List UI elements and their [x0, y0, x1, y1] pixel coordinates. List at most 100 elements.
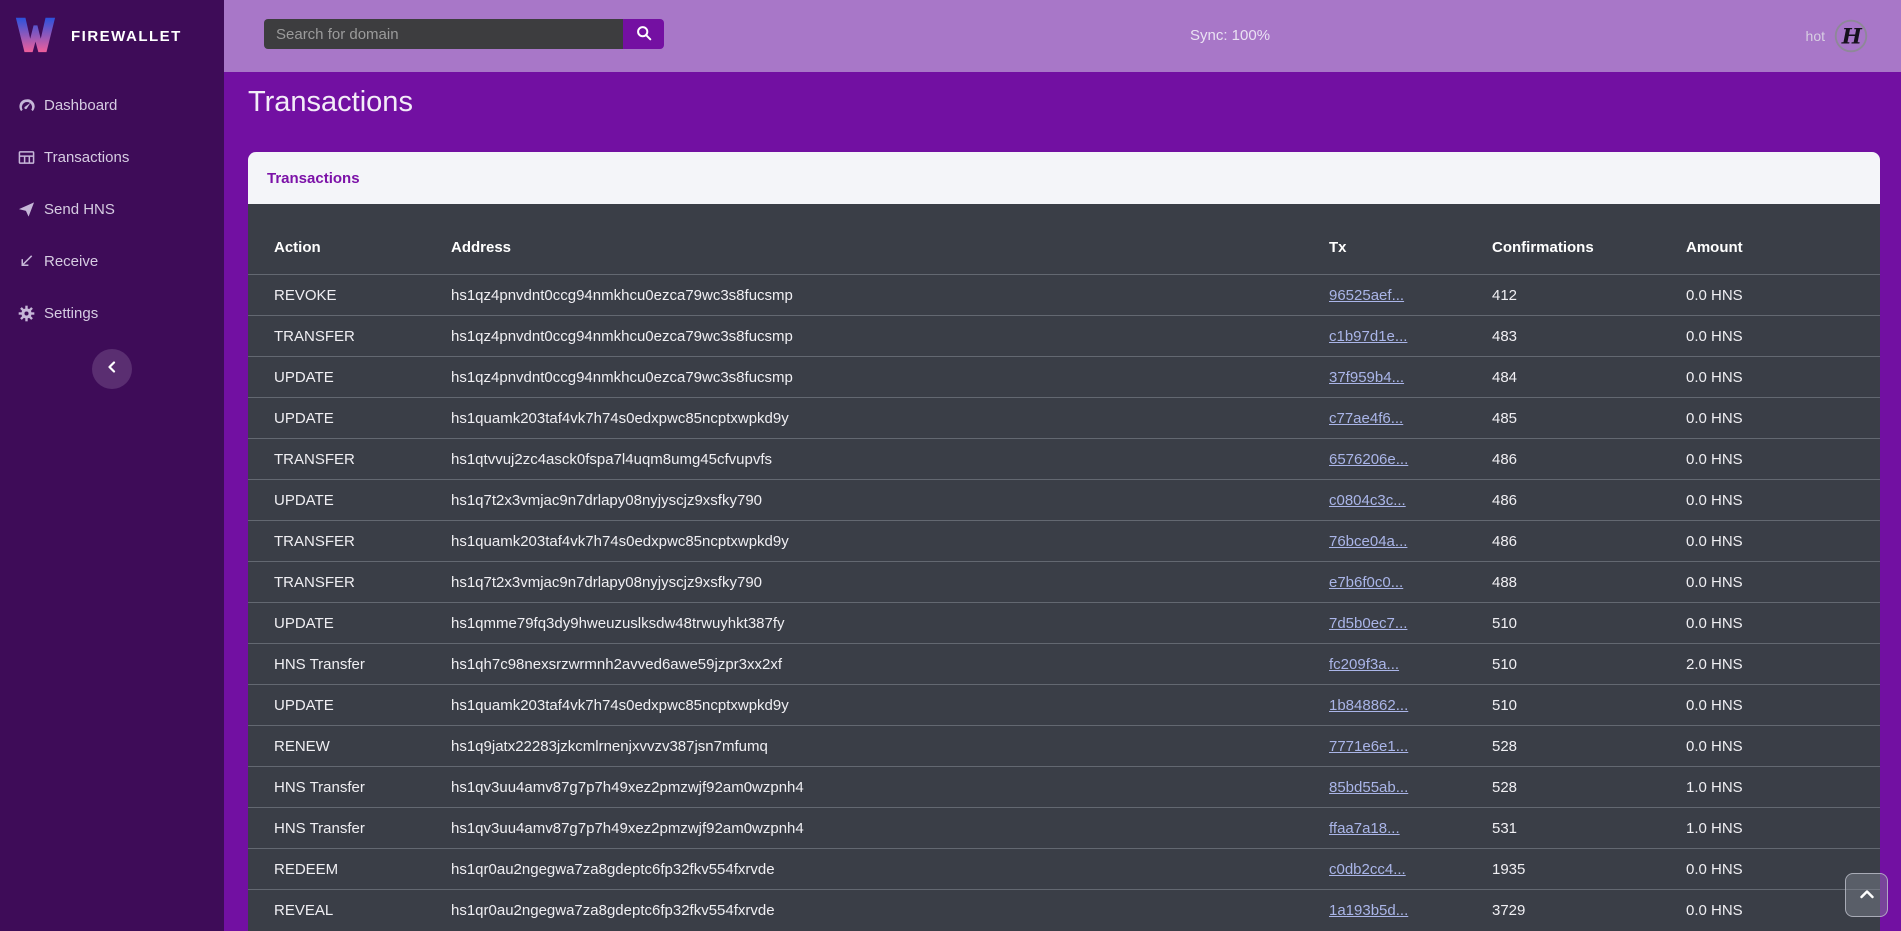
tx-link[interactable]: 85bd55ab...: [1329, 778, 1409, 796]
cell-address: hs1qr0au2ngegwa7za8gdeptc6fp32fkv554fxrv…: [451, 901, 775, 919]
tx-link[interactable]: c1b97d1e...: [1329, 327, 1408, 345]
cell-amount: 0.0 HNS: [1686, 532, 1743, 550]
sidebar-item-settings[interactable]: Settings: [0, 295, 224, 331]
chevron-up-icon: [1859, 886, 1874, 904]
paper-plane-icon: [17, 200, 35, 218]
cell-action: UPDATE: [274, 696, 334, 714]
search-input[interactable]: [264, 19, 623, 49]
table-row: TRANSFER hs1qz4pnvdnt0ccg94nmkhcu0ezca79w…: [248, 315, 1880, 356]
table-row: REVEAL hs1qr0au2ngegwa7za8gdeptc6fp32fkv5…: [248, 889, 1880, 930]
sidebar-item-send-hns[interactable]: Send HNS: [0, 191, 224, 227]
sidebar-item-label: Transactions: [44, 148, 130, 166]
column-header-address: Address: [451, 238, 512, 256]
cell-address: hs1q9jatx22283jzkcmlrnenjxvvzv387jsn7mfu…: [451, 737, 768, 755]
cell-confirmations: 486: [1492, 491, 1518, 509]
sidebar-item-label: Settings: [44, 304, 99, 322]
cell-action: HNS Transfer: [274, 819, 365, 837]
cell-action: REVEAL: [274, 901, 334, 919]
cell-action: UPDATE: [274, 368, 334, 386]
table-row: HNS Transfer hs1qv3uu4amv87g7p7h49xez2pmz…: [248, 766, 1880, 807]
cell-action: RENEW: [274, 737, 330, 755]
sidebar: FIREWALLET Dashboard Transaction: [0, 0, 224, 931]
table-row: RENEW hs1q9jatx22283jzkcmlrnenjxvvzv387js…: [248, 725, 1880, 766]
page-title: Transactions: [248, 86, 413, 118]
cell-action: REVOKE: [274, 286, 337, 304]
column-header-confirmations: Confirmations: [1492, 238, 1594, 256]
column-header-amount: Amount: [1686, 238, 1743, 256]
cell-address: hs1qz4pnvdnt0ccg94nmkhcu0ezca79wc3s8fucs…: [451, 327, 793, 345]
cell-amount: 0.0 HNS: [1686, 860, 1743, 878]
cell-confirmations: 486: [1492, 532, 1518, 550]
tx-link[interactable]: c0804c3c...: [1329, 491, 1406, 509]
cell-action: TRANSFER: [274, 532, 355, 550]
handshake-logo-icon[interactable]: H: [1834, 19, 1868, 53]
tx-link[interactable]: c77ae4f6...: [1329, 409, 1404, 427]
column-header-action: Action: [274, 238, 321, 256]
table-grid-icon: [17, 148, 35, 166]
cell-action: UPDATE: [274, 409, 334, 427]
cell-confirmations: 531: [1492, 819, 1518, 837]
cell-address: hs1qz4pnvdnt0ccg94nmkhcu0ezca79wc3s8fucs…: [451, 286, 793, 304]
cell-confirmations: 528: [1492, 778, 1518, 796]
cell-action: UPDATE: [274, 491, 334, 509]
cell-confirmations: 485: [1492, 409, 1518, 427]
tx-link[interactable]: fc209f3a...: [1329, 655, 1400, 673]
cell-confirmations: 3729: [1492, 901, 1526, 919]
table-row: HNS Transfer hs1qh7c98nexsrzwrmnh2avved6a…: [248, 643, 1880, 684]
cell-amount: 2.0 HNS: [1686, 655, 1743, 673]
cell-address: hs1qr0au2ngegwa7za8gdeptc6fp32fkv554fxrv…: [451, 860, 775, 878]
tx-link[interactable]: ffaa7a18...: [1329, 819, 1400, 837]
sidebar-item-label: Dashboard: [44, 96, 118, 114]
cell-confirmations: 510: [1492, 696, 1518, 714]
tx-link[interactable]: 1a193b5d...: [1329, 901, 1409, 919]
sidebar-item-transactions[interactable]: Transactions: [0, 139, 224, 175]
table-row: HNS Transfer hs1qv3uu4amv87g7p7h49xez2pmz…: [248, 807, 1880, 848]
cell-confirmations: 488: [1492, 573, 1518, 591]
cell-amount: 0.0 HNS: [1686, 327, 1743, 345]
brand[interactable]: FIREWALLET: [0, 0, 224, 63]
cell-address: hs1qh7c98nexsrzwrmnh2avved6awe59jzpr3xx2…: [451, 655, 783, 673]
cell-address: hs1qmme79fq3dy9hweuzuslksdw48trwuyhkt387…: [451, 614, 785, 632]
search-button[interactable]: [623, 19, 664, 49]
cell-confirmations: 484: [1492, 368, 1518, 386]
column-header-tx: Tx: [1329, 238, 1347, 256]
sidebar-item-label: Receive: [44, 252, 99, 270]
cell-address: hs1qv3uu4amv87g7p7h49xez2pmzwjf92am0wzpn…: [451, 819, 804, 837]
table-row: UPDATE hs1qmme79fq3dy9hweuzuslksdw48trwuy…: [248, 602, 1880, 643]
tx-link[interactable]: 76bce04a...: [1329, 532, 1408, 550]
scroll-to-top-button[interactable]: [1845, 873, 1888, 917]
table-row: UPDATE hs1q7t2x3vmjac9n7drlapy08nyjyscjz9…: [248, 479, 1880, 520]
tx-link[interactable]: 7d5b0ec7...: [1329, 614, 1408, 632]
table-row: UPDATE hs1qz4pnvdnt0ccg94nmkhcu0ezca79wc3…: [248, 356, 1880, 397]
cell-amount: 0.0 HNS: [1686, 737, 1743, 755]
topbar: Sync: 100% hot H: [224, 0, 1901, 72]
cell-address: hs1quamk203taf4vk7h74s0edxpwc85ncptxwpkd…: [451, 696, 789, 714]
cell-amount: 1.0 HNS: [1686, 819, 1743, 837]
cell-action: REDEEM: [274, 860, 339, 878]
sidebar-item-dashboard[interactable]: Dashboard: [0, 87, 224, 123]
tx-link[interactable]: c0db2cc4...: [1329, 860, 1406, 878]
tx-link[interactable]: e7b6f0c0...: [1329, 573, 1404, 591]
table-header-row: Action Address Tx Confirmations Amount: [248, 220, 1880, 274]
tx-link[interactable]: 37f959b4...: [1329, 368, 1405, 386]
cell-amount: 0.0 HNS: [1686, 696, 1743, 714]
cell-amount: 0.0 HNS: [1686, 614, 1743, 632]
cell-confirmations: 1935: [1492, 860, 1526, 878]
tx-link[interactable]: 96525aef...: [1329, 286, 1405, 304]
gear-icon: [17, 304, 35, 322]
sidebar-collapse-button[interactable]: [92, 349, 132, 389]
table-row: UPDATE hs1quamk203taf4vk7h74s0edxpwc85ncp…: [248, 684, 1880, 725]
tx-link[interactable]: 6576206e...: [1329, 450, 1409, 468]
cell-address: hs1q7t2x3vmjac9n7drlapy08nyjyscjz9xsfky7…: [451, 491, 763, 509]
dashboard-gauge-icon: [17, 96, 35, 114]
svg-text:H: H: [1841, 25, 1863, 50]
cell-confirmations: 510: [1492, 655, 1518, 673]
magnifier-icon: [636, 25, 652, 44]
cell-action: TRANSFER: [274, 573, 355, 591]
tx-link[interactable]: 1b848862...: [1329, 696, 1409, 714]
transactions-table: Action Address Tx Confirmations Amount R…: [248, 204, 1880, 931]
cell-amount: 1.0 HNS: [1686, 778, 1743, 796]
sidebar-item-receive[interactable]: Receive: [0, 243, 224, 279]
wallet-area[interactable]: hot H: [1806, 0, 1868, 72]
tx-link[interactable]: 7771e6e1...: [1329, 737, 1409, 755]
